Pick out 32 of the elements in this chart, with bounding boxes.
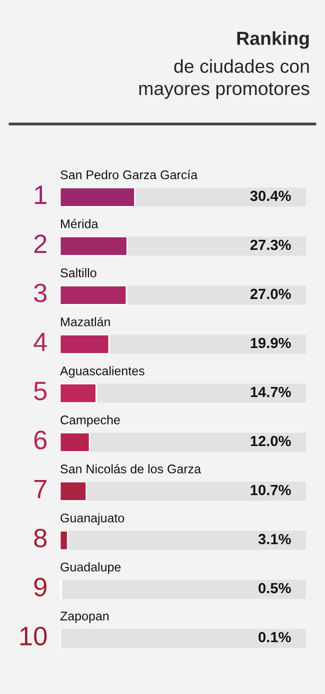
data-label: 12.0% [250, 436, 291, 446]
text: 2 [34, 234, 46, 253]
chart-title: Ranking [237, 31, 309, 49]
text: 4 [34, 332, 47, 352]
text: 7 [34, 480, 46, 498]
y-tick-label: Guanajuato [60, 513, 124, 525]
y-tick-label: Mazatlán [61, 316, 110, 326]
data-label: 0.1% [258, 632, 291, 642]
y-tick-label: Mérida [61, 218, 98, 228]
data-label: 3.1% [258, 534, 291, 544]
y-tick-label: Aguascalientes [60, 366, 144, 378]
data-label: 19.9% [250, 338, 291, 348]
y-tick-label: Zapopan [60, 612, 109, 623]
text: 3 [34, 284, 47, 302]
y-tick-label: Saltillo [60, 268, 96, 278]
data-label: 0.5% [258, 582, 291, 594]
chart-subtitle: de ciudades con mayores promotores [139, 59, 310, 99]
data-label: 10.7% [250, 484, 291, 496]
text: 9 [34, 578, 46, 596]
y-tick-label: Guadalupe [60, 562, 121, 574]
y-tick-label: San Nicolás de los Garza [60, 464, 202, 474]
text: 1 [35, 186, 46, 204]
data-label: 27.3% [250, 240, 291, 250]
text: 5 [34, 382, 47, 400]
text: 6 [34, 430, 47, 450]
data-label: 27.0% [250, 288, 291, 300]
y-tick-label: San Pedro Garza García [60, 170, 198, 180]
data-label: 14.7% [250, 386, 291, 398]
text: 10 [20, 626, 47, 646]
y-tick-label: Campeche [60, 415, 120, 427]
text: 8 [34, 528, 47, 548]
data-label: 30.4% [250, 190, 291, 202]
